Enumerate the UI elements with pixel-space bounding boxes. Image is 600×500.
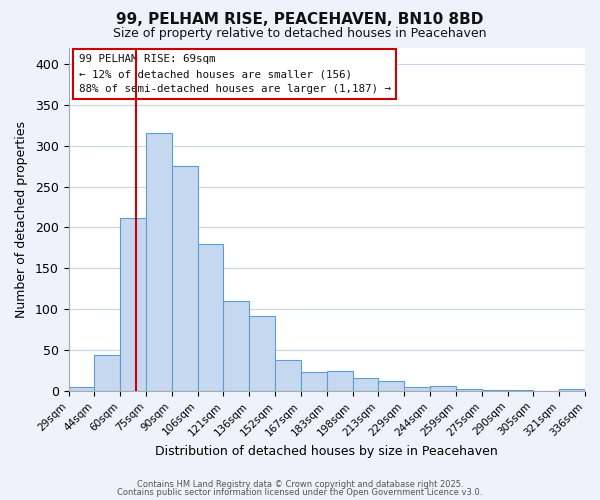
Bar xyxy=(250,316,275,391)
Bar xyxy=(301,372,327,391)
Bar xyxy=(197,244,223,391)
Bar xyxy=(94,355,120,391)
Bar xyxy=(327,372,353,391)
Text: Contains HM Land Registry data © Crown copyright and database right 2025.: Contains HM Land Registry data © Crown c… xyxy=(137,480,463,489)
Bar xyxy=(559,390,585,391)
Text: Contains public sector information licensed under the Open Government Licence v3: Contains public sector information licen… xyxy=(118,488,482,497)
Text: Size of property relative to detached houses in Peacehaven: Size of property relative to detached ho… xyxy=(113,28,487,40)
Bar xyxy=(508,390,533,391)
Bar xyxy=(120,218,146,391)
Bar xyxy=(275,360,301,391)
Bar xyxy=(482,390,508,391)
Y-axis label: Number of detached properties: Number of detached properties xyxy=(15,120,28,318)
Text: 99, PELHAM RISE, PEACEHAVEN, BN10 8BD: 99, PELHAM RISE, PEACEHAVEN, BN10 8BD xyxy=(116,12,484,28)
X-axis label: Distribution of detached houses by size in Peacehaven: Distribution of detached houses by size … xyxy=(155,444,498,458)
Bar xyxy=(223,301,250,391)
Bar xyxy=(146,134,172,391)
Bar xyxy=(379,381,404,391)
Bar xyxy=(172,166,197,391)
Bar xyxy=(456,390,482,391)
Bar xyxy=(430,386,456,391)
Bar xyxy=(68,387,94,391)
Text: 99 PELHAM RISE: 69sqm
← 12% of detached houses are smaller (156)
88% of semi-det: 99 PELHAM RISE: 69sqm ← 12% of detached … xyxy=(79,54,391,94)
Bar xyxy=(353,378,379,391)
Bar xyxy=(404,387,430,391)
